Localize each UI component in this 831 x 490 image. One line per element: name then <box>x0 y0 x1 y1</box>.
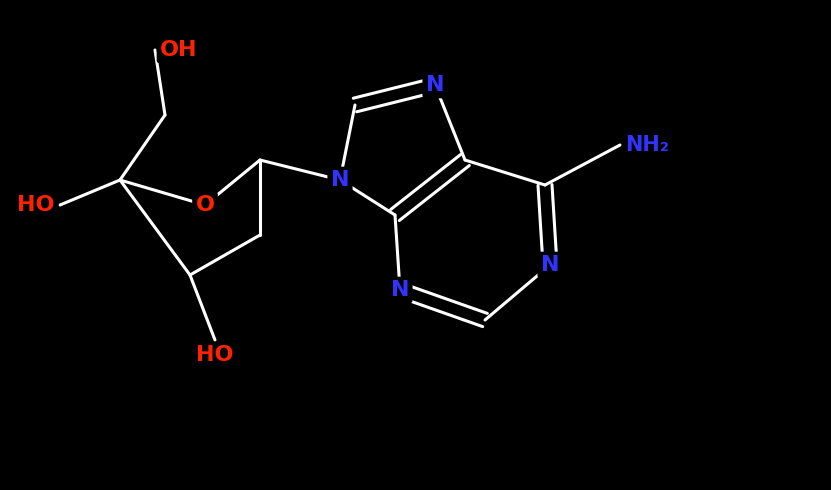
Text: N: N <box>331 170 349 190</box>
Text: O: O <box>195 195 214 215</box>
Text: N: N <box>425 75 445 95</box>
Text: HO: HO <box>196 345 234 365</box>
Text: NH₂: NH₂ <box>625 135 669 155</box>
Text: N: N <box>391 280 409 300</box>
Text: HO: HO <box>17 195 55 215</box>
Text: OH: OH <box>160 40 198 60</box>
Text: N: N <box>541 255 559 275</box>
